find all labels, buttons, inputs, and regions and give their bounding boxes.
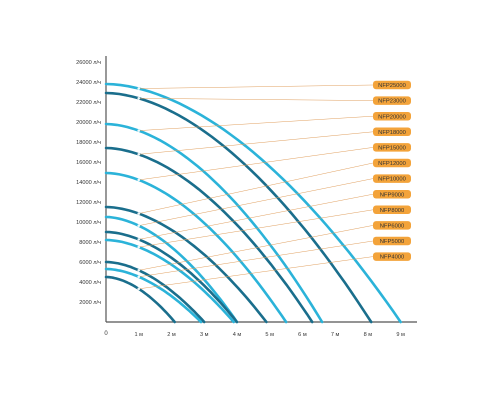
series-label: NFP12000: [378, 161, 406, 167]
origin-label: 0: [104, 331, 108, 337]
x-tick-labels: 1 м 2 м 3 м 4 м 5 м 6 м 7 м 8 м 9 м: [134, 332, 405, 338]
series-label-badge: [373, 174, 411, 183]
curve-marker: [137, 97, 141, 100]
curve-marker: [137, 153, 141, 156]
x-tick-label: 7 м: [331, 332, 340, 338]
curve-marker: [137, 178, 141, 182]
series-label-badge: [373, 111, 411, 121]
x-tick-label: 4 м: [233, 332, 242, 338]
series-curve: [104, 267, 203, 324]
series-label: NFP8000: [380, 208, 405, 214]
series-curve: [104, 205, 268, 324]
series-curves: [104, 82, 402, 324]
series-curve: [104, 122, 324, 324]
series-label: NFP6000: [380, 224, 405, 230]
y-tick-label: 12000 л/ч: [76, 200, 101, 206]
curve-marker: [137, 129, 141, 132]
leader-line: [138, 98, 374, 101]
series-label: NFP23000: [378, 99, 406, 105]
series-curve: [104, 215, 239, 324]
y-tick-labels: 2000 л/ч 4000 л/ч 6000 л/ч 8000 л/ч 10000 л/…: [76, 60, 101, 306]
y-tick-label: 20000 л/ч: [76, 120, 101, 126]
leader-line: [138, 131, 374, 155]
series-label: NFP25000: [378, 83, 406, 89]
x-tick-label: 1 м: [134, 332, 143, 338]
series-labels: NFP25000 NFP23000 NFP20000 NFP18000 NFP15000…: [373, 80, 411, 261]
series-label-badge: [373, 252, 411, 261]
curve-marker: [137, 212, 141, 215]
series-curve: [104, 275, 176, 324]
curve-marker: [137, 275, 141, 279]
leader-line: [138, 240, 374, 278]
y-tick-label: 10000 л/ч: [76, 220, 101, 226]
leader-line: [138, 84, 374, 89]
series-label-badge: [373, 158, 411, 168]
y-tick-label: 4000 л/ч: [79, 280, 101, 286]
leader-line: [138, 115, 374, 131]
curve-marker: [137, 224, 141, 227]
series-label-badge: [373, 80, 411, 90]
curve-marker: [137, 87, 141, 90]
series-label-badge: [373, 143, 411, 152]
leader-lines: [137, 84, 374, 291]
curve-marker: [137, 287, 141, 291]
series-label: NFP15000: [378, 146, 406, 152]
series-curve: [104, 91, 373, 324]
curve-marker: [137, 238, 141, 241]
series-label: NFP18000: [378, 130, 406, 136]
x-tick-label: 9 м: [396, 332, 405, 338]
y-tick-label: 8000 л/ч: [79, 240, 101, 246]
x-tick-label: 5 м: [265, 332, 274, 338]
leader-line: [138, 256, 374, 290]
axes: 0: [104, 56, 417, 337]
series-label-badge: [373, 96, 411, 105]
leader-line: [138, 178, 374, 226]
y-tick-label: 16000 л/ч: [76, 160, 101, 166]
x-tick-label: 2 м: [167, 332, 176, 338]
series-label: NFP10000: [378, 177, 406, 183]
series-curve: [104, 146, 314, 324]
series-label-badge: [373, 189, 411, 199]
y-tick-label: 26000 л/ч: [76, 60, 101, 66]
series-label: NFP20000: [378, 114, 406, 120]
y-tick-label: 6000 л/ч: [79, 260, 101, 266]
leader-line: [138, 209, 374, 248]
series-label-badge: [373, 236, 411, 246]
series-label: NFP5000: [380, 239, 405, 245]
series-label: NFP4000: [380, 255, 405, 261]
y-tick-label: 18000 л/ч: [76, 140, 101, 146]
leader-line: [138, 193, 374, 240]
leader-line: [138, 162, 374, 214]
series-curve: [104, 260, 206, 324]
leader-line: [138, 225, 374, 271]
leader-line: [138, 147, 374, 181]
x-tick-label: 3 м: [200, 332, 209, 338]
y-tick-label: 14000 л/ч: [76, 180, 101, 186]
series-curve: [104, 82, 402, 324]
y-tick-label: 24000 л/ч: [76, 80, 101, 86]
y-tick-label: 2000 л/ч: [79, 300, 101, 306]
x-tick-label: 8 м: [364, 332, 373, 338]
series-label-badge: [373, 221, 411, 230]
y-tick-label: 22000 л/ч: [76, 100, 101, 106]
series-label-badge: [373, 127, 411, 137]
series-curve: [104, 171, 288, 324]
x-tick-label: 6 м: [298, 332, 307, 338]
curve-marker: [137, 269, 141, 272]
series-label-badge: [373, 205, 411, 215]
series-curve: [104, 238, 235, 324]
series-label: NFP9000: [380, 192, 405, 198]
curve-marker: [137, 245, 141, 249]
series-curve: [104, 230, 239, 324]
